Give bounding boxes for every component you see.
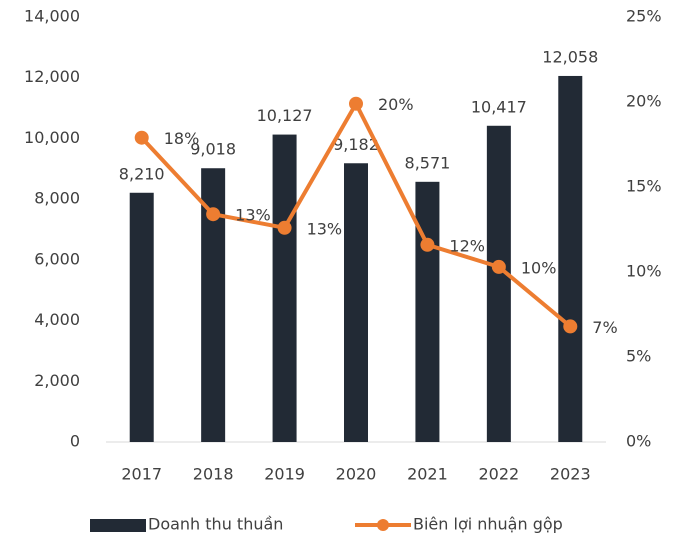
y2-tick-label: 5%	[626, 347, 651, 366]
y-tick-label: 4,000	[34, 310, 80, 329]
line-marker	[277, 220, 292, 235]
bar	[129, 192, 154, 442]
y-tick-label: 6,000	[34, 249, 80, 268]
x-tick-label: 2021	[407, 465, 448, 484]
bar	[558, 75, 583, 442]
x-tick-label: 2017	[121, 465, 162, 484]
bar-value-label: 9,018	[190, 140, 236, 159]
line-value-label: 13%	[235, 206, 271, 225]
line-value-label: 13%	[307, 219, 343, 238]
bar-value-label: 9,182	[333, 135, 379, 154]
y-tick-label: 10,000	[24, 128, 80, 147]
line-value-label: 18%	[164, 129, 200, 148]
bar	[272, 134, 297, 442]
bar	[415, 181, 440, 442]
legend-label: Biên lợi nhuận gộp	[413, 515, 563, 534]
line-value-label: 7%	[592, 318, 617, 337]
x-tick-label: 2018	[193, 465, 234, 484]
bar	[486, 125, 511, 442]
y2-tick-label: 10%	[626, 262, 662, 281]
y-tick-label: 2,000	[34, 371, 80, 390]
line-marker	[349, 96, 363, 111]
line-value-label: 20%	[378, 95, 414, 114]
y-tick-label: 12,000	[24, 67, 80, 86]
x-tick-label: 2023	[550, 465, 591, 484]
line-marker	[134, 130, 149, 145]
y2-tick-label: 15%	[626, 177, 662, 196]
line-marker	[420, 237, 435, 252]
y2-tick-label: 20%	[626, 92, 662, 111]
bar	[344, 163, 368, 442]
legend-swatch-marker	[377, 519, 389, 531]
line-marker	[206, 207, 221, 222]
line-value-label: 10%	[521, 258, 557, 277]
y-tick-label: 14,000	[24, 7, 80, 26]
line-marker	[491, 259, 506, 274]
legend-label: Doanh thu thuần	[148, 515, 283, 534]
line-marker	[563, 319, 578, 334]
x-tick-label: 2020	[336, 465, 377, 484]
x-tick-label: 2019	[264, 465, 305, 484]
y2-tick-label: 25%	[626, 7, 662, 26]
line-value-label: 12%	[449, 236, 485, 255]
bar-value-label: 8,571	[405, 153, 451, 172]
x-tick-label: 2022	[478, 465, 519, 484]
bar-value-label: 10,127	[257, 106, 313, 125]
bar-value-label: 10,417	[471, 97, 527, 116]
y-tick-label: 0	[70, 432, 80, 451]
bar-value-label: 12,058	[542, 47, 598, 66]
legend-swatch	[90, 519, 146, 532]
y2-tick-label: 0%	[626, 432, 651, 451]
bar-value-label: 8,210	[119, 164, 165, 183]
y-tick-label: 8,000	[34, 189, 80, 208]
